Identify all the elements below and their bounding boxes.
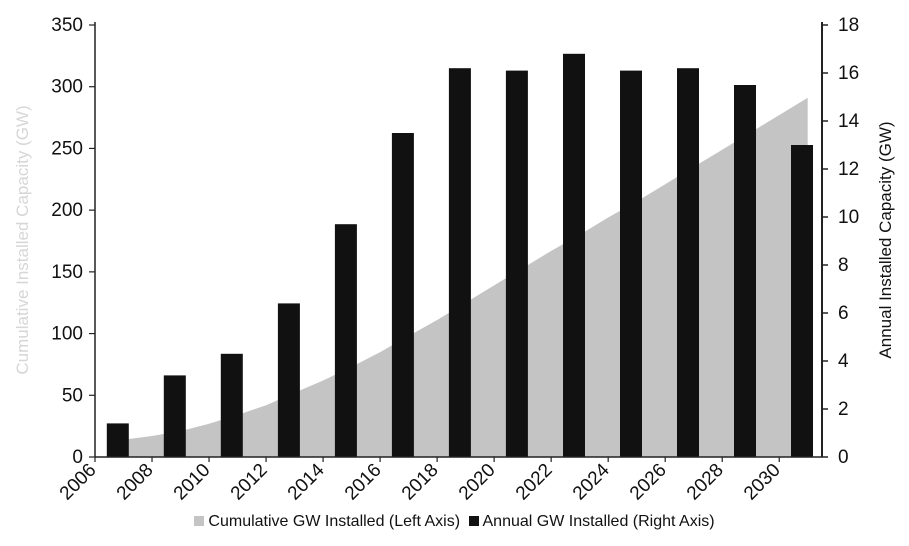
legend: Cumulative GW Installed (Left Axis) Annu… — [0, 513, 909, 531]
x-tick-label-8: 2022 — [512, 460, 557, 505]
bar-7 — [505, 70, 528, 457]
x-tick-label-2: 2010 — [170, 460, 215, 505]
right-axis: 0 2 4 6 8 10 12 14 16 18 — [821, 15, 860, 468]
bar-5 — [391, 133, 414, 457]
right-axis-ticks: 0 2 4 6 8 10 12 14 16 18 — [822, 15, 860, 468]
x-tick-label-10: 2026 — [626, 460, 671, 505]
right-tick-label-5: 10 — [838, 207, 859, 228]
right-tick-label-0: 0 — [838, 447, 849, 468]
bar-2 — [220, 353, 243, 457]
x-tick-label-1: 2008 — [113, 460, 158, 505]
bar-0 — [106, 423, 129, 457]
left-tick-label-0: 0 — [72, 447, 83, 468]
legend-label-cumulative: Cumulative GW Installed (Left Axis) — [208, 513, 461, 530]
right-tick-label-1: 2 — [838, 399, 849, 420]
legend-item-cumulative: Cumulative GW Installed (Left Axis) — [194, 513, 460, 531]
right-tick-label-4: 8 — [838, 255, 849, 276]
left-tick-label-6: 300 — [51, 77, 83, 98]
x-tick-label-3: 2012 — [227, 460, 272, 505]
right-tick-label-7: 14 — [838, 111, 860, 132]
right-tick-label-3: 6 — [838, 303, 849, 324]
bar-10 — [677, 68, 699, 457]
left-axis: 0 50 100 150 200 250 300 350 — [51, 15, 96, 468]
x-tick-label-9: 2024 — [569, 459, 614, 504]
left-tick-label-2: 100 — [51, 324, 83, 345]
x-axis: 2006 2008 2010 2012 2014 2016 2018 2020 2022 2024… — [56, 456, 822, 504]
bar-11 — [734, 85, 756, 457]
x-tick-label-7: 2020 — [455, 460, 500, 505]
bar-12 — [791, 145, 813, 457]
bar-8 — [563, 53, 585, 458]
left-axis-title: Cumulative Installed Capacity (GW) — [13, 105, 32, 374]
right-tick-label-6: 12 — [838, 159, 859, 180]
left-tick-label-5: 250 — [51, 138, 83, 159]
bar-6 — [448, 68, 471, 457]
right-tick-label-8: 16 — [838, 63, 859, 84]
x-tick-label-0: 2006 — [56, 460, 101, 505]
legend-swatch-annual — [468, 516, 479, 526]
plot-area — [106, 53, 813, 458]
right-tick-label-2: 4 — [838, 351, 849, 372]
bar-9 — [620, 70, 642, 457]
x-tick-label-12: 2030 — [740, 460, 785, 505]
left-tick-label-3: 150 — [51, 262, 83, 283]
left-axis-ticks: 0 50 100 150 200 250 300 350 — [51, 15, 95, 468]
annual-bars — [106, 53, 813, 458]
x-tick-label-11: 2028 — [683, 460, 728, 505]
legend-item-annual: Annual GW Installed (Right Axis) — [468, 513, 715, 531]
bar-4 — [334, 224, 357, 457]
legend-swatch-cumulative — [194, 516, 205, 526]
right-tick-label-9: 18 — [838, 15, 859, 36]
x-axis-ticks: 2006 2008 2010 2012 2014 2016 2018 2020 2022 2024… — [56, 457, 785, 504]
bar-3 — [277, 303, 300, 457]
x-tick-label-6: 2018 — [398, 460, 443, 505]
left-tick-label-4: 200 — [51, 200, 83, 221]
left-tick-label-1: 50 — [62, 385, 83, 406]
x-tick-label-5: 2016 — [341, 460, 386, 505]
bar-1 — [163, 375, 186, 457]
right-axis-title: Annual Installed Capacity (GW) — [876, 121, 895, 358]
chart: 0 50 100 150 200 250 300 350 0 2 4 6 8 10 12 14 16 18 20… — [13, 15, 895, 504]
legend-label-annual: Annual GW Installed (Right Axis) — [482, 513, 715, 530]
x-tick-label-4: 2014 — [284, 459, 329, 504]
left-tick-label-7: 350 — [51, 15, 83, 36]
